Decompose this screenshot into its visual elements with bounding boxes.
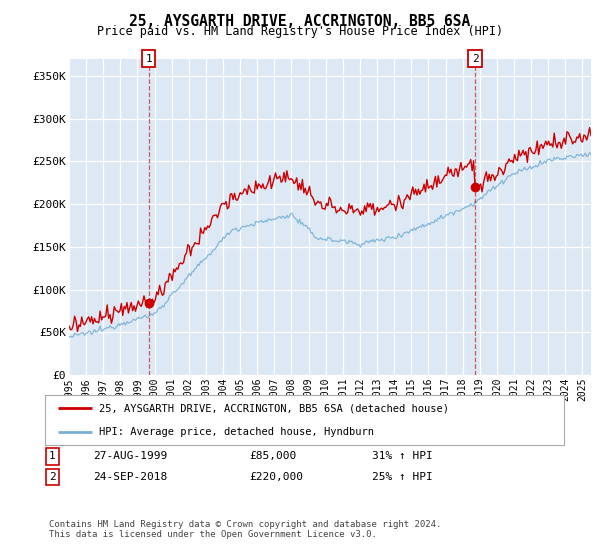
Text: Price paid vs. HM Land Registry's House Price Index (HPI): Price paid vs. HM Land Registry's House … <box>97 25 503 38</box>
Text: 2: 2 <box>472 54 479 64</box>
Text: HPI: Average price, detached house, Hyndburn: HPI: Average price, detached house, Hynd… <box>100 427 374 437</box>
Text: 27-AUG-1999: 27-AUG-1999 <box>93 451 167 461</box>
Text: 1: 1 <box>49 451 56 461</box>
Text: 25% ↑ HPI: 25% ↑ HPI <box>372 472 433 482</box>
Text: 25, AYSGARTH DRIVE, ACCRINGTON, BB5 6SA (detached house): 25, AYSGARTH DRIVE, ACCRINGTON, BB5 6SA … <box>100 403 449 413</box>
Text: 31% ↑ HPI: 31% ↑ HPI <box>372 451 433 461</box>
Text: 1: 1 <box>145 54 152 64</box>
Text: 25, AYSGARTH DRIVE, ACCRINGTON, BB5 6SA: 25, AYSGARTH DRIVE, ACCRINGTON, BB5 6SA <box>130 14 470 29</box>
Text: 2: 2 <box>49 472 56 482</box>
Text: Contains HM Land Registry data © Crown copyright and database right 2024.
This d: Contains HM Land Registry data © Crown c… <box>49 520 442 539</box>
Text: 24-SEP-2018: 24-SEP-2018 <box>93 472 167 482</box>
Text: £85,000: £85,000 <box>249 451 296 461</box>
Text: £220,000: £220,000 <box>249 472 303 482</box>
